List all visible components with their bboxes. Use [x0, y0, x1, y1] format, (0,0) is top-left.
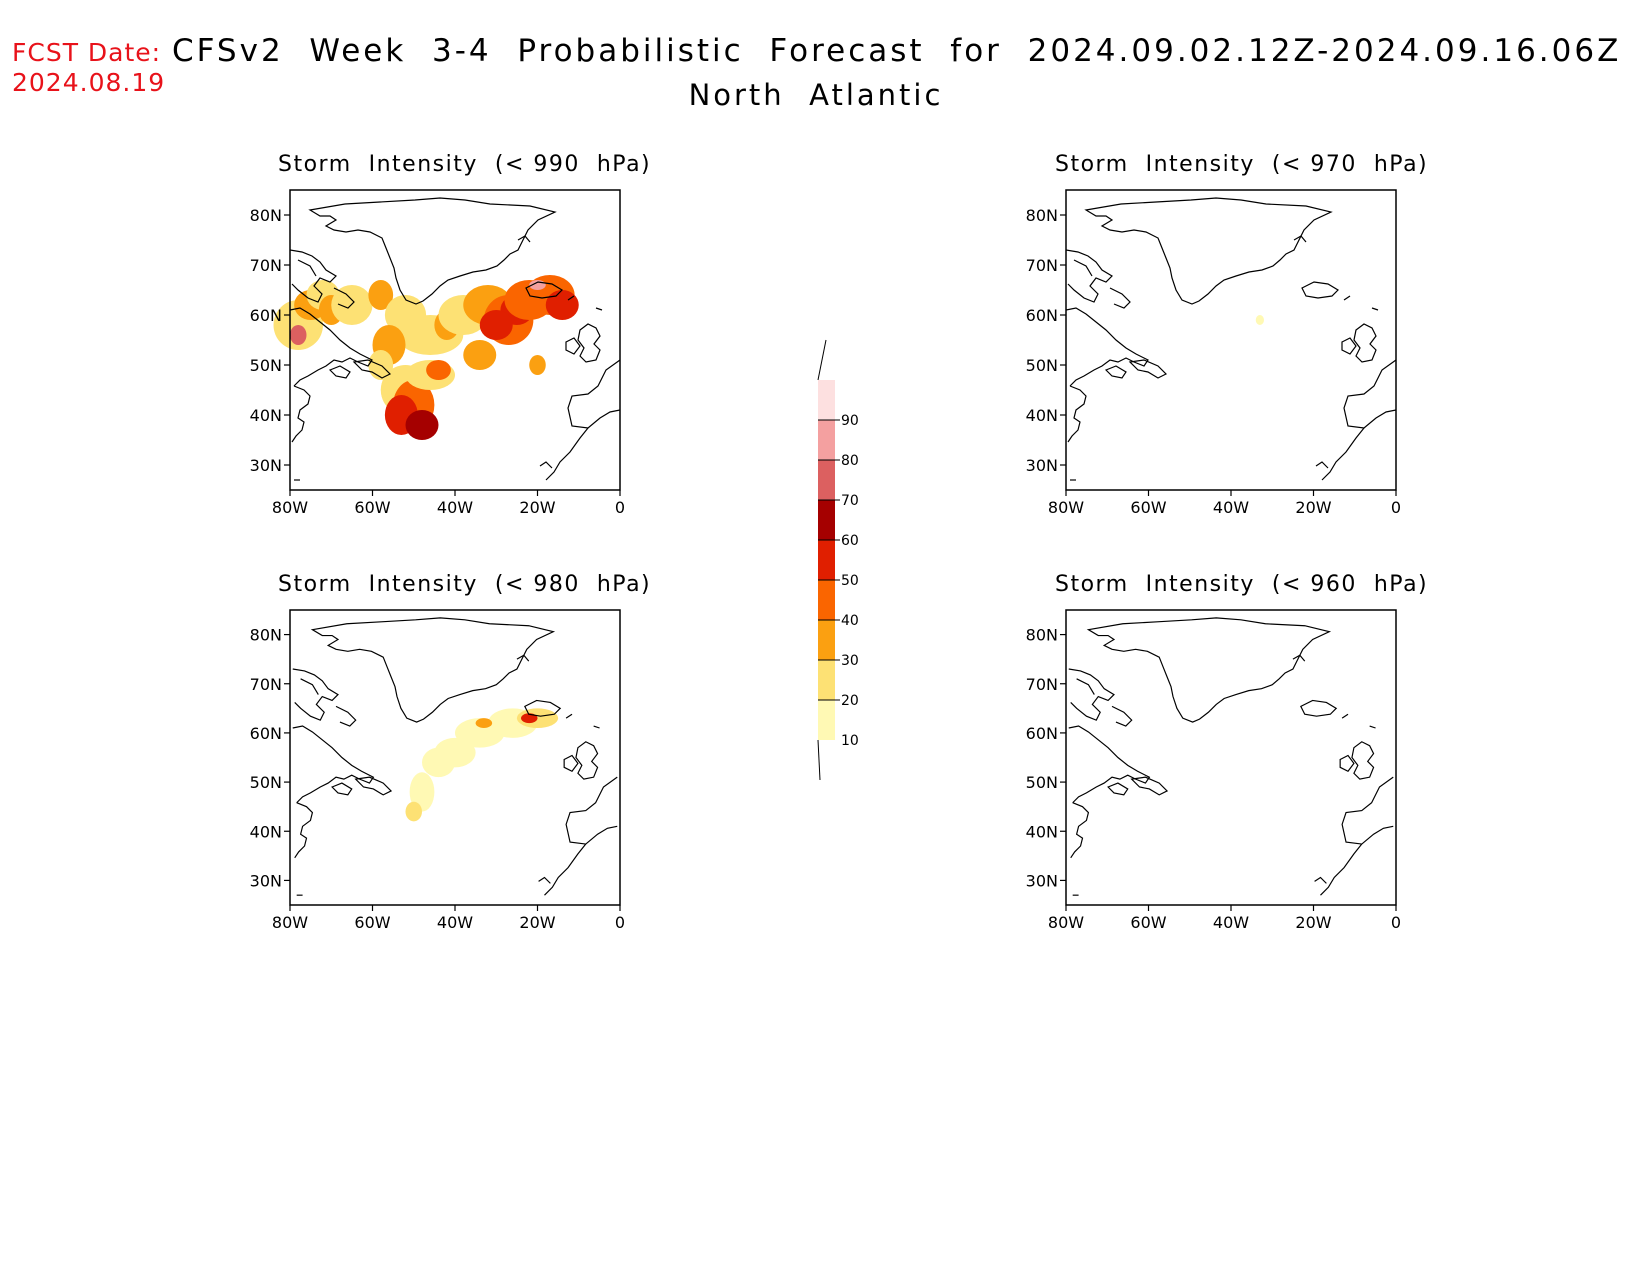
colorbar-label: 20	[841, 693, 859, 709]
lon-tick-label: 20W	[519, 498, 555, 517]
lon-tick-label: 60W	[354, 913, 390, 932]
lat-tick-label: 70N	[250, 675, 282, 694]
lat-tick-label: 30N	[1026, 871, 1058, 890]
lon-tick-label: 0	[615, 498, 625, 517]
lat-tick-label: 30N	[250, 456, 282, 475]
lat-tick-label: 40N	[1026, 406, 1058, 425]
page-title: CFSv2 Week 3-4 Probabilistic Forecast fo…	[172, 33, 1622, 69]
lon-tick-label: 60W	[1130, 913, 1166, 932]
lon-tick-label: 20W	[1295, 913, 1331, 932]
probability-shade	[479, 310, 513, 340]
colorbar-label: 50	[841, 573, 859, 589]
lat-tick-label: 40N	[250, 822, 282, 841]
probability-shade	[368, 280, 394, 310]
map-panel-970: 80N 70N 60N 50N 40N 30N 80W 60W 40W 20W 0	[1026, 189, 1401, 517]
panel-title-960: Storm Intensity (< 960 hPa)	[1055, 572, 1429, 597]
lat-tick-label: 80N	[1026, 626, 1058, 645]
lon-tick-label: 0	[615, 913, 625, 932]
panel-title-990: Storm Intensity (< 990 hPa)	[278, 152, 652, 177]
colorbar-swatch	[818, 620, 835, 660]
colorbar: 10 20 30 40 50 60 70 80 90	[817, 339, 859, 781]
lon-tick-label: 80W	[272, 498, 308, 517]
probability-shade	[422, 747, 455, 778]
lat-tick-label: 60N	[1026, 306, 1058, 325]
probability-shade	[405, 801, 422, 822]
coastline	[1068, 617, 1394, 896]
lon-tick-label: 80W	[272, 913, 308, 932]
probability-shade	[529, 355, 546, 375]
lat-tick-label: 60N	[250, 306, 282, 325]
panel-title-970: Storm Intensity (< 970 hPa)	[1055, 152, 1429, 177]
lat-tick-label: 80N	[250, 206, 282, 225]
colorbar-swatch	[818, 460, 835, 500]
probability-shade	[521, 713, 538, 724]
colorbar-swatch	[818, 660, 835, 700]
probability-shade	[475, 718, 493, 728]
panel-title-980: Storm Intensity (< 980 hPa)	[278, 572, 652, 597]
forecast-date-value: 2024.08.19	[12, 68, 166, 97]
lat-tick-label: 60N	[1026, 724, 1058, 743]
forecast-date-block: FCST Date: 2024.08.19	[12, 38, 165, 98]
probability-shade	[463, 340, 497, 370]
lat-tick-label: 50N	[250, 356, 282, 375]
colorbar-label: 10	[841, 733, 859, 749]
lat-tick-label: 50N	[1026, 773, 1058, 792]
forecast-date-label: FCST Date:	[12, 38, 162, 67]
colorbar-label: 30	[841, 653, 859, 669]
probability-shade	[409, 772, 435, 812]
lon-tick-label: 80W	[1048, 498, 1084, 517]
lat-tick-label: 50N	[250, 773, 282, 792]
map-panel-960: 80N 70N 60N 50N 40N 30N 80W 60W 40W 20W 0	[1026, 609, 1401, 932]
region-label: North Atlantic	[688, 78, 944, 112]
probability-shade	[1255, 315, 1264, 325]
lat-tick-label: 80N	[250, 626, 282, 645]
colorbar-swatch	[818, 700, 835, 740]
colorbar-swatch	[818, 420, 835, 460]
colorbar-label: 40	[841, 613, 859, 629]
colorbar-swatch	[818, 500, 835, 540]
map-frame	[1065, 609, 1397, 906]
lat-tick-label: 40N	[1026, 822, 1058, 841]
lat-tick-label: 30N	[250, 871, 282, 890]
probability-shade	[545, 290, 579, 320]
lon-tick-label: 20W	[519, 913, 555, 932]
lat-tick-label: 70N	[1026, 256, 1058, 275]
lat-tick-label: 80N	[1026, 206, 1058, 225]
lon-tick-label: 0	[1391, 498, 1401, 517]
lat-tick-label: 60N	[250, 724, 282, 743]
lat-tick-label: 30N	[1026, 456, 1058, 475]
colorbar-swatch	[818, 380, 835, 420]
lat-tick-label: 40N	[250, 406, 282, 425]
colorbar-label: 80	[841, 453, 859, 469]
colorbar-label: 90	[841, 413, 859, 429]
probability-shade	[290, 325, 307, 345]
lon-tick-label: 60W	[1130, 498, 1166, 517]
colorbar-swatch	[818, 580, 835, 620]
probability-shade	[426, 360, 451, 380]
lon-tick-label: 40W	[1213, 498, 1249, 517]
colorbar-label: 60	[841, 533, 859, 549]
lon-tick-label: 20W	[1295, 498, 1331, 517]
lat-tick-label: 70N	[1026, 675, 1058, 694]
probability-shade	[405, 410, 439, 440]
coastline	[1066, 197, 1396, 481]
probability-shade	[331, 285, 373, 325]
lon-tick-label: 40W	[437, 498, 473, 517]
map-panel-980: 80N 70N 60N 50N 40N 30N 80W 60W 40W 20W 0	[250, 609, 625, 932]
region-title: North Atlantic	[0, 78, 1630, 112]
colorbar-swatch	[818, 540, 835, 580]
lon-tick-label: 40W	[1213, 913, 1249, 932]
lon-tick-label: 40W	[437, 913, 473, 932]
colorbar-label: 70	[841, 493, 859, 509]
lon-tick-label: 60W	[354, 498, 390, 517]
lat-tick-label: 70N	[250, 256, 282, 275]
lon-tick-label: 80W	[1048, 913, 1084, 932]
lat-tick-label: 50N	[1026, 356, 1058, 375]
lon-tick-label: 0	[1391, 913, 1401, 932]
map-panel-990: 80N 70N 60N 50N 40N 30N 80W 60W 40W 20W 0	[250, 189, 625, 517]
